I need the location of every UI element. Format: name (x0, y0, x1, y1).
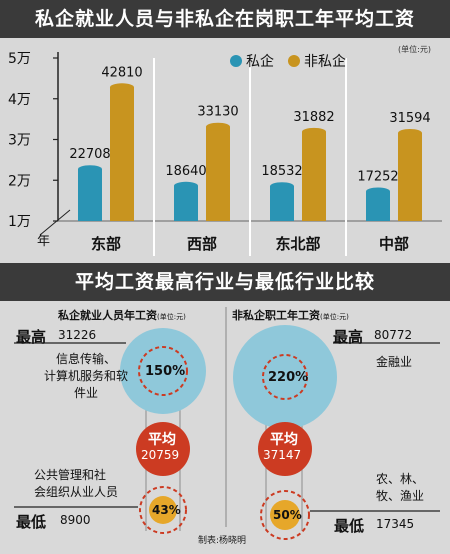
bar-cap (78, 165, 102, 174)
axis-corner-label: 年 (37, 234, 50, 249)
right-low-value: 17345 (376, 517, 415, 531)
right-high-value: 80772 (374, 328, 413, 342)
left-low-circle (149, 496, 177, 524)
right-low-industry: 农、林、 牧、渔业 (376, 472, 425, 503)
left-low-pct: 43% (152, 503, 181, 517)
bar-value-label: 18640 (165, 164, 206, 179)
bar-nonprivate (206, 126, 230, 221)
legend-swatch (230, 55, 242, 67)
left-high-pct: 150% (145, 364, 186, 379)
right-heading: 非私企职工年工资(单位:元) (232, 307, 349, 323)
bar-private (78, 169, 102, 221)
bar-value-label: 18532 (261, 164, 302, 179)
bar-private (174, 185, 198, 221)
left-low-value: 8900 (60, 513, 91, 527)
right-low-dashed-ring (260, 490, 310, 540)
right-low-pct: 50% (273, 508, 302, 522)
comparison-graphic (14, 307, 440, 540)
bar-nonprivate (302, 131, 326, 221)
legend-label: 非私企 (304, 53, 346, 70)
bar-value-label: 31594 (389, 111, 430, 126)
category-label: 西部 (187, 235, 217, 253)
right-low-circle (270, 500, 300, 530)
left-high-dashed-ring (138, 346, 188, 396)
left-heading: 私企就业人员年工资(单位:元) (58, 307, 186, 323)
legend-swatch (288, 55, 300, 67)
axis-corner-slash (39, 209, 71, 236)
category-label: 东部 (91, 235, 121, 253)
bar-cap (398, 129, 422, 138)
left-avg-value: 20759 (141, 448, 180, 462)
left-avg-label: 平均 (148, 432, 176, 448)
left-low-label: 最低 (16, 513, 47, 531)
right-low-label: 最低 (334, 517, 365, 535)
right-avg-label: 平均 (270, 432, 298, 448)
y-tick-label: 3万 (8, 133, 31, 149)
right-heading-unit: (单位:元) (320, 313, 349, 321)
bar-cap (206, 122, 230, 131)
right-high-pct: 220% (268, 370, 309, 385)
left-high-value: 31226 (58, 328, 97, 342)
bar-value-label: 33130 (197, 105, 238, 120)
comparison-panel: 私企就业人员年工资(单位:元) 最高 31226 信息传输、 计算机服务和软 件… (0, 301, 450, 554)
bar-nonprivate (110, 87, 134, 221)
left-high-industry: 信息传输、 计算机服务和软 件业 (44, 352, 129, 400)
right-heading-text: 非私企职工年工资 (232, 309, 320, 322)
category-label: 东北部 (275, 235, 320, 253)
bar-nonprivate (398, 133, 422, 221)
bar-cap (270, 182, 294, 191)
comparison-title: 平均工资最高行业与最低行业比较 (0, 263, 450, 301)
category-label: 中部 (379, 235, 409, 253)
right-avg-circle (258, 422, 312, 476)
left-high-circle (120, 328, 206, 414)
bar-private (270, 186, 294, 221)
bar-private (366, 191, 390, 221)
chart-unit: (单位:元) (398, 45, 431, 54)
left-low-dashed-ring (139, 486, 187, 534)
right-avg-value: 37147 (263, 448, 302, 462)
right-high-industry: 金融业 (376, 355, 413, 369)
y-tick-label: 2万 (8, 173, 31, 189)
right-high-circle (233, 325, 337, 429)
right-high-dashed-ring (262, 354, 308, 400)
left-high-label: 最高 (16, 328, 47, 346)
bar-value-label: 17252 (357, 169, 398, 184)
left-low-industry: 公共管理和社 会组织从业人员 (34, 468, 119, 499)
y-tick-label: 1万 (8, 214, 31, 230)
bar-cap (302, 127, 326, 136)
bar-chart-panel: (单位:元) 1万 2万 3万 4万 5万年 22708 42810 东部 18640 33130… (0, 38, 450, 263)
left-heading-text: 私企就业人员年工资 (58, 309, 157, 322)
bar-cap (174, 181, 198, 190)
right-high-label: 最高 (333, 328, 364, 346)
bar-value-label: 42810 (101, 65, 142, 80)
left-avg-circle (136, 422, 190, 476)
credit: 制表:杨晓明 (198, 536, 247, 546)
bar-cap (366, 187, 390, 196)
y-tick-label: 5万 (8, 51, 31, 67)
chart-title: 私企就业人员与非私企在岗职工年平均工资 (0, 0, 450, 38)
left-heading-unit: (单位:元) (157, 313, 186, 321)
bar-cap (110, 83, 134, 92)
legend-label: 私企 (246, 53, 274, 70)
bar-value-label: 22708 (69, 147, 110, 162)
bar-chart: 1万 2万 3万 4万 5万年 22708 42810 东部 18640 33130 西部 18532… (8, 51, 442, 256)
bar-value-label: 31882 (293, 110, 334, 125)
y-tick-label: 4万 (8, 92, 31, 108)
